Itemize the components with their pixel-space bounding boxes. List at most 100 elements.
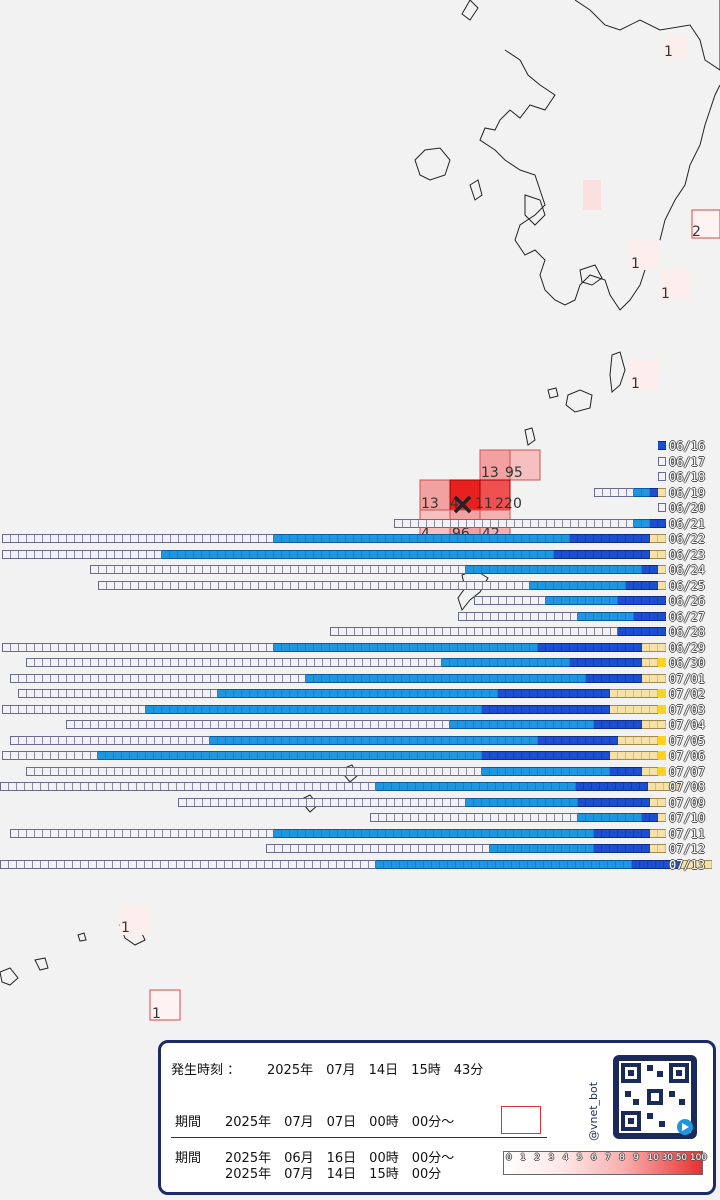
period2-label: 期間 (175, 1151, 202, 1166)
date-label: 07/03 (669, 702, 706, 717)
bar-segment-i1 (394, 518, 634, 528)
bar-segment-i2 (490, 844, 594, 853)
bar-segment-i3 (576, 782, 648, 791)
date-label: 06/30 (669, 656, 706, 670)
grid-cell-labels: 1 2 1 1 1 13 95 13 4 11 22 0 4 96 42 1 1 (121, 44, 701, 1022)
bar-segment-i3 (658, 441, 666, 450)
bar-segment-i1 (658, 472, 666, 481)
cell-label: 22 (495, 496, 513, 512)
bar-row-06-27 (0, 611, 666, 621)
period2-start: 2025年 06月 16日 00時 00分～ (225, 1151, 455, 1166)
date-label: 07/08 (669, 780, 706, 794)
bar-segment-i5 (658, 766, 666, 776)
bar-row-07-06 (0, 751, 666, 760)
bar-row-07-09 (0, 797, 666, 807)
bar-segment-i3 (594, 844, 650, 853)
bar-segment-i1 (658, 503, 666, 512)
bar-segment-i3 (626, 580, 658, 590)
bar-segment-i3 (632, 859, 680, 869)
bar-segment-i2 (274, 534, 570, 543)
bar-segment-i1 (594, 487, 634, 497)
cell-label: 1 (121, 920, 130, 936)
bar-row-07-04 (0, 720, 666, 729)
cell-label: 1 (631, 376, 640, 392)
bar-segment-i2 (98, 751, 482, 760)
bar-segment-i3 (578, 797, 650, 807)
cell-label: 1 (152, 1006, 161, 1022)
cell-label: 1 (661, 286, 670, 302)
bar-segment-i1 (10, 673, 306, 683)
scale-tick-label: 8 (619, 1153, 625, 1163)
bar-row-06-26 (0, 596, 666, 605)
cell-label: 4 (450, 496, 459, 512)
date-label: 06/17 (669, 454, 706, 469)
bar-segment-i5 (658, 689, 666, 698)
bar-segment-i4 (658, 580, 666, 590)
bar-segment-i2 (274, 642, 538, 652)
bar-segment-i1 (10, 828, 274, 838)
bar-row-07-01 (0, 673, 666, 683)
period2-end: 2025年 07月 14日 15時 00分 (225, 1167, 442, 1182)
date-label: 06/27 (669, 609, 706, 624)
date-label: 06/21 (669, 516, 706, 531)
bar-segment-i1 (90, 565, 466, 574)
bar-segment-i3 (498, 689, 610, 698)
bar-segment-i1 (266, 844, 490, 853)
scale-tick-label: 10 (647, 1153, 659, 1163)
scale-tick-label: 0 (506, 1153, 512, 1163)
bar-segment-i4 (618, 735, 658, 745)
intensity-scale-legend: 0 1 2 3 4 5 6 7 8 9 10 30 50 100 (503, 1151, 707, 1175)
bar-segment-i2 (450, 720, 594, 729)
scale-tick-label: 7 (605, 1153, 611, 1163)
scale-tick-label: 4 (562, 1153, 569, 1163)
bar-segment-i3 (634, 611, 666, 621)
bar-segment-i2 (634, 518, 650, 528)
date-label: 07/05 (669, 733, 706, 748)
date-label: 06/26 (669, 594, 706, 608)
cell-label: 95 (505, 465, 523, 481)
scale-tick-label: 50 (675, 1153, 688, 1163)
bar-segment-i1 (2, 704, 146, 714)
bar-segment-i1 (458, 611, 578, 621)
bar-segment-i3 (482, 704, 610, 714)
bar-row-07-03 (0, 704, 666, 714)
bar-segment-i4 (610, 689, 658, 698)
bar-row-07-07 (0, 766, 666, 776)
bar-segment-i3 (538, 735, 618, 745)
bar-segment-i1 (2, 534, 274, 543)
bar-segment-i1 (10, 735, 210, 745)
bar-segment-i4 (648, 782, 680, 791)
epicenter-marker-icon: × (450, 487, 475, 522)
bar-row-07-11 (0, 828, 666, 838)
bar-row-07-08 (0, 782, 680, 791)
cell-label: 13 (421, 496, 439, 512)
bar-segment-i2 (634, 487, 650, 497)
period1-value: 2025年 07月 07日 00時 00分～ (225, 1115, 455, 1130)
period1-end-box (501, 1106, 541, 1134)
bar-segment-i3 (618, 596, 666, 605)
bar-segment-i2 (376, 782, 576, 791)
bar-segment-i1 (0, 782, 376, 791)
bar-row-06-30 (0, 658, 666, 667)
period1-label: 期間 (175, 1115, 202, 1130)
bar-segment-i3 (610, 766, 642, 776)
date-label: 06/25 (669, 578, 706, 593)
bar-segment-i4 (610, 751, 658, 760)
date-label: 07/11 (669, 826, 706, 841)
intensity-grid (120, 35, 720, 1021)
qr-code-icon[interactable] (613, 1055, 697, 1139)
bar-segment-i1 (330, 627, 618, 636)
bar-segment-i4 (650, 844, 666, 853)
bar-row-06-18 (0, 472, 666, 481)
bar-segment-i4 (658, 813, 666, 822)
bar-row-06-20 (0, 503, 666, 512)
bar-segment-i3 (538, 642, 642, 652)
occurrence-value: 2025年 07月 14日 15時 43分 (267, 1063, 484, 1078)
bar-segment-i4 (650, 549, 666, 559)
bar-row-06-25 (0, 580, 666, 590)
scale-tick-label: 3 (548, 1153, 555, 1163)
cell-label: 1 (664, 44, 673, 60)
bar-segment-i5 (658, 704, 666, 714)
bar-segment-i4 (650, 534, 666, 543)
